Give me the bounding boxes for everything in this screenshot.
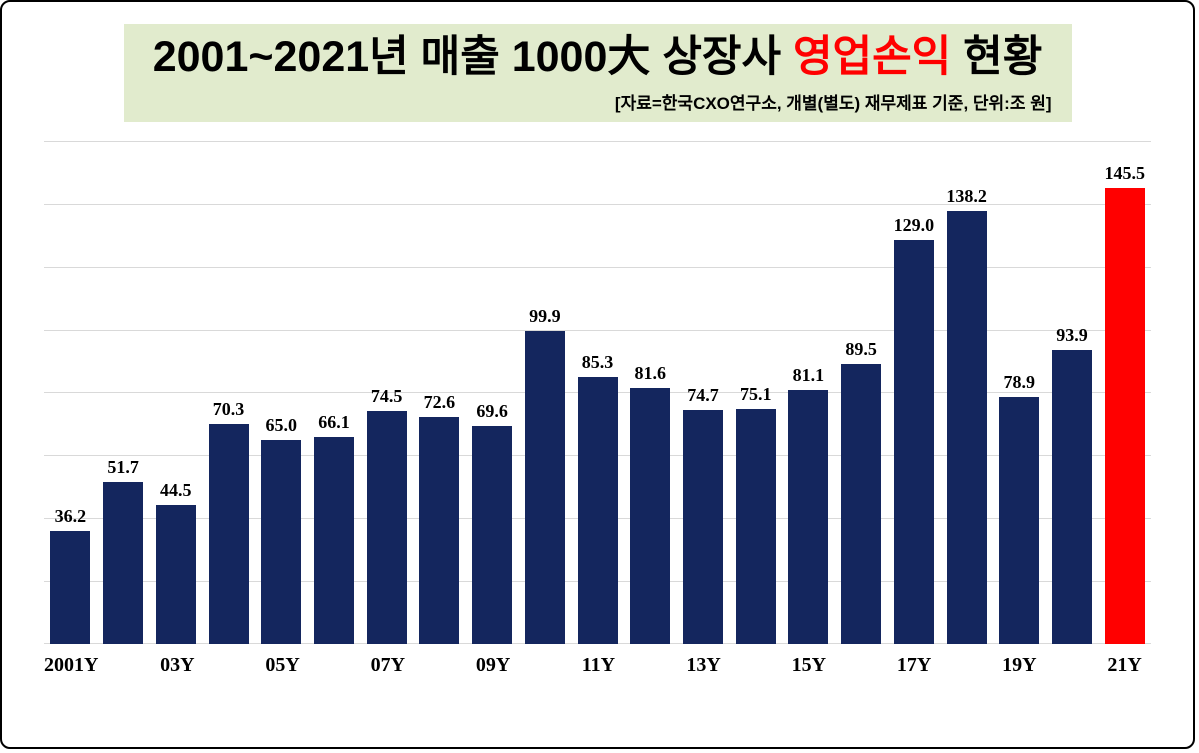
- bar-group: 65.0: [255, 415, 308, 645]
- value-label: 99.9: [529, 305, 561, 326]
- bar-group: 74.5: [360, 386, 413, 645]
- chart-title-prefix: 2001~2021년 매출 1000大 상장사: [152, 33, 793, 81]
- value-label: 145.5: [1104, 162, 1145, 183]
- x-tick-label: 05Y: [265, 654, 300, 677]
- bar-group: 66.1: [308, 411, 361, 645]
- bar: [999, 396, 1040, 645]
- bar: [472, 425, 513, 645]
- x-tick-label: [940, 654, 993, 677]
- value-label: 129.0: [893, 214, 935, 235]
- bar: [155, 504, 196, 645]
- bar-group: 78.9: [993, 372, 1046, 645]
- x-tick-label: [98, 654, 151, 677]
- gridline: [44, 204, 1151, 206]
- x-tick-label: 15Y: [791, 654, 827, 677]
- x-tick-label: [625, 654, 678, 677]
- bar: [946, 210, 987, 645]
- x-tick-label: [835, 654, 888, 677]
- bar-group: 93.9: [1046, 325, 1099, 645]
- x-tick-label: [1046, 654, 1099, 677]
- bar: [841, 363, 882, 645]
- bar: [788, 389, 829, 645]
- source-note: [자료=한국CXO연구소, 개별(별도) 재무제표 기준, 단위:조 원]: [614, 94, 1052, 114]
- x-tick-label: 13Y: [686, 654, 721, 677]
- x-tick-label: 11Y: [581, 654, 616, 677]
- value-label: 85.3: [581, 351, 614, 372]
- value-label: 93.9: [1056, 324, 1088, 345]
- bar: [313, 436, 354, 645]
- bar-group: 85.3: [571, 352, 624, 645]
- value-label: 44.5: [160, 479, 192, 500]
- bar: [893, 239, 934, 645]
- value-label: 74.5: [370, 385, 403, 406]
- bar: [261, 440, 302, 645]
- bar-group: 99.9: [518, 305, 571, 645]
- x-tick-label: 21Y: [1107, 654, 1142, 677]
- bar: [1052, 349, 1093, 645]
- bar-group: 51.7: [97, 457, 150, 645]
- bar-group: 129.0: [888, 215, 941, 645]
- value-label: 69.6: [476, 400, 508, 421]
- bar: [103, 482, 144, 645]
- bar-group: 72.6: [413, 392, 466, 645]
- x-tick-label: 09Y: [475, 654, 511, 677]
- value-label: 36.2: [54, 505, 87, 526]
- bar: [682, 409, 723, 645]
- chart-title: 2001~2021년 매출 1000大 상장사 영업손익 현황: [138, 33, 1058, 81]
- value-label: 138.2: [946, 185, 987, 206]
- gridline: [44, 329, 1151, 331]
- x-tick-label: [414, 654, 467, 677]
- bar: [208, 423, 249, 645]
- plot-area: 36.2 51.7 44.5 70.3 65.0 66.1 74.5 72.6 69.6 99.9…: [44, 141, 1151, 645]
- bar-highlighted: [1104, 187, 1145, 645]
- x-tick-label: [730, 654, 783, 677]
- bar-group: 36.2: [44, 506, 97, 645]
- bar: [366, 410, 407, 645]
- value-label: 81.6: [634, 363, 667, 384]
- chart-area: 36.2 51.7 44.5 70.3 65.0 66.1 74.5 72.6 69.6 99.9…: [44, 141, 1151, 677]
- x-tick-label: [519, 654, 572, 677]
- bar-group: 44.5: [149, 480, 202, 645]
- bar-group: 81.1: [782, 364, 835, 645]
- value-label: 66.1: [318, 411, 350, 432]
- bar: [630, 388, 671, 645]
- x-tick-label: 17Y: [896, 654, 932, 677]
- chart-title-highlight: 영업손익: [792, 33, 952, 81]
- x-tick-label: 07Y: [370, 654, 406, 677]
- value-label: 75.1: [739, 383, 772, 404]
- bar-group: 69.6: [466, 400, 519, 645]
- title-banner: 2001~2021년 매출 1000大 상장사 영업손익 현황 [자료=한국CX…: [123, 24, 1072, 123]
- bar: [419, 416, 460, 645]
- chart-title-suffix: 현황: [951, 33, 1043, 81]
- x-axis: 2001Y 03Y 05Y 07Y 09Y 11Y 13Y 15Y 17Y 19Y 21Y: [44, 644, 1151, 677]
- x-tick-label: [309, 654, 362, 677]
- bar-group: 89.5: [835, 339, 888, 645]
- value-label: 65.0: [265, 415, 297, 436]
- bar-group: 74.7: [677, 384, 730, 645]
- value-label: 51.7: [107, 457, 139, 478]
- x-tick-label: 03Y: [160, 654, 195, 677]
- bar-group: 81.6: [624, 363, 677, 645]
- bar-group: 75.1: [729, 384, 782, 645]
- bars-container: 36.2 51.7 44.5 70.3 65.0 66.1 74.5 72.6 69.6 99.9…: [44, 142, 1151, 645]
- x-tick-label: [204, 654, 257, 677]
- bar: [524, 330, 565, 645]
- gridline: [44, 141, 1151, 143]
- value-label: 78.9: [1003, 371, 1036, 392]
- bar-group: 70.3: [202, 399, 255, 645]
- x-tick-label: 2001Y: [44, 654, 99, 677]
- value-label: 81.1: [792, 364, 825, 385]
- value-label: 70.3: [212, 398, 245, 419]
- bar-group: 145.5: [1098, 163, 1151, 645]
- bar: [50, 530, 91, 645]
- value-label: 89.5: [845, 338, 877, 359]
- value-label: 74.7: [687, 384, 719, 405]
- x-tick-label: 19Y: [1002, 654, 1037, 677]
- gridline: [44, 266, 1151, 268]
- bar-group: 138.2: [940, 186, 993, 645]
- bar: [577, 376, 618, 645]
- value-label: 72.6: [423, 391, 456, 412]
- bar: [735, 408, 776, 645]
